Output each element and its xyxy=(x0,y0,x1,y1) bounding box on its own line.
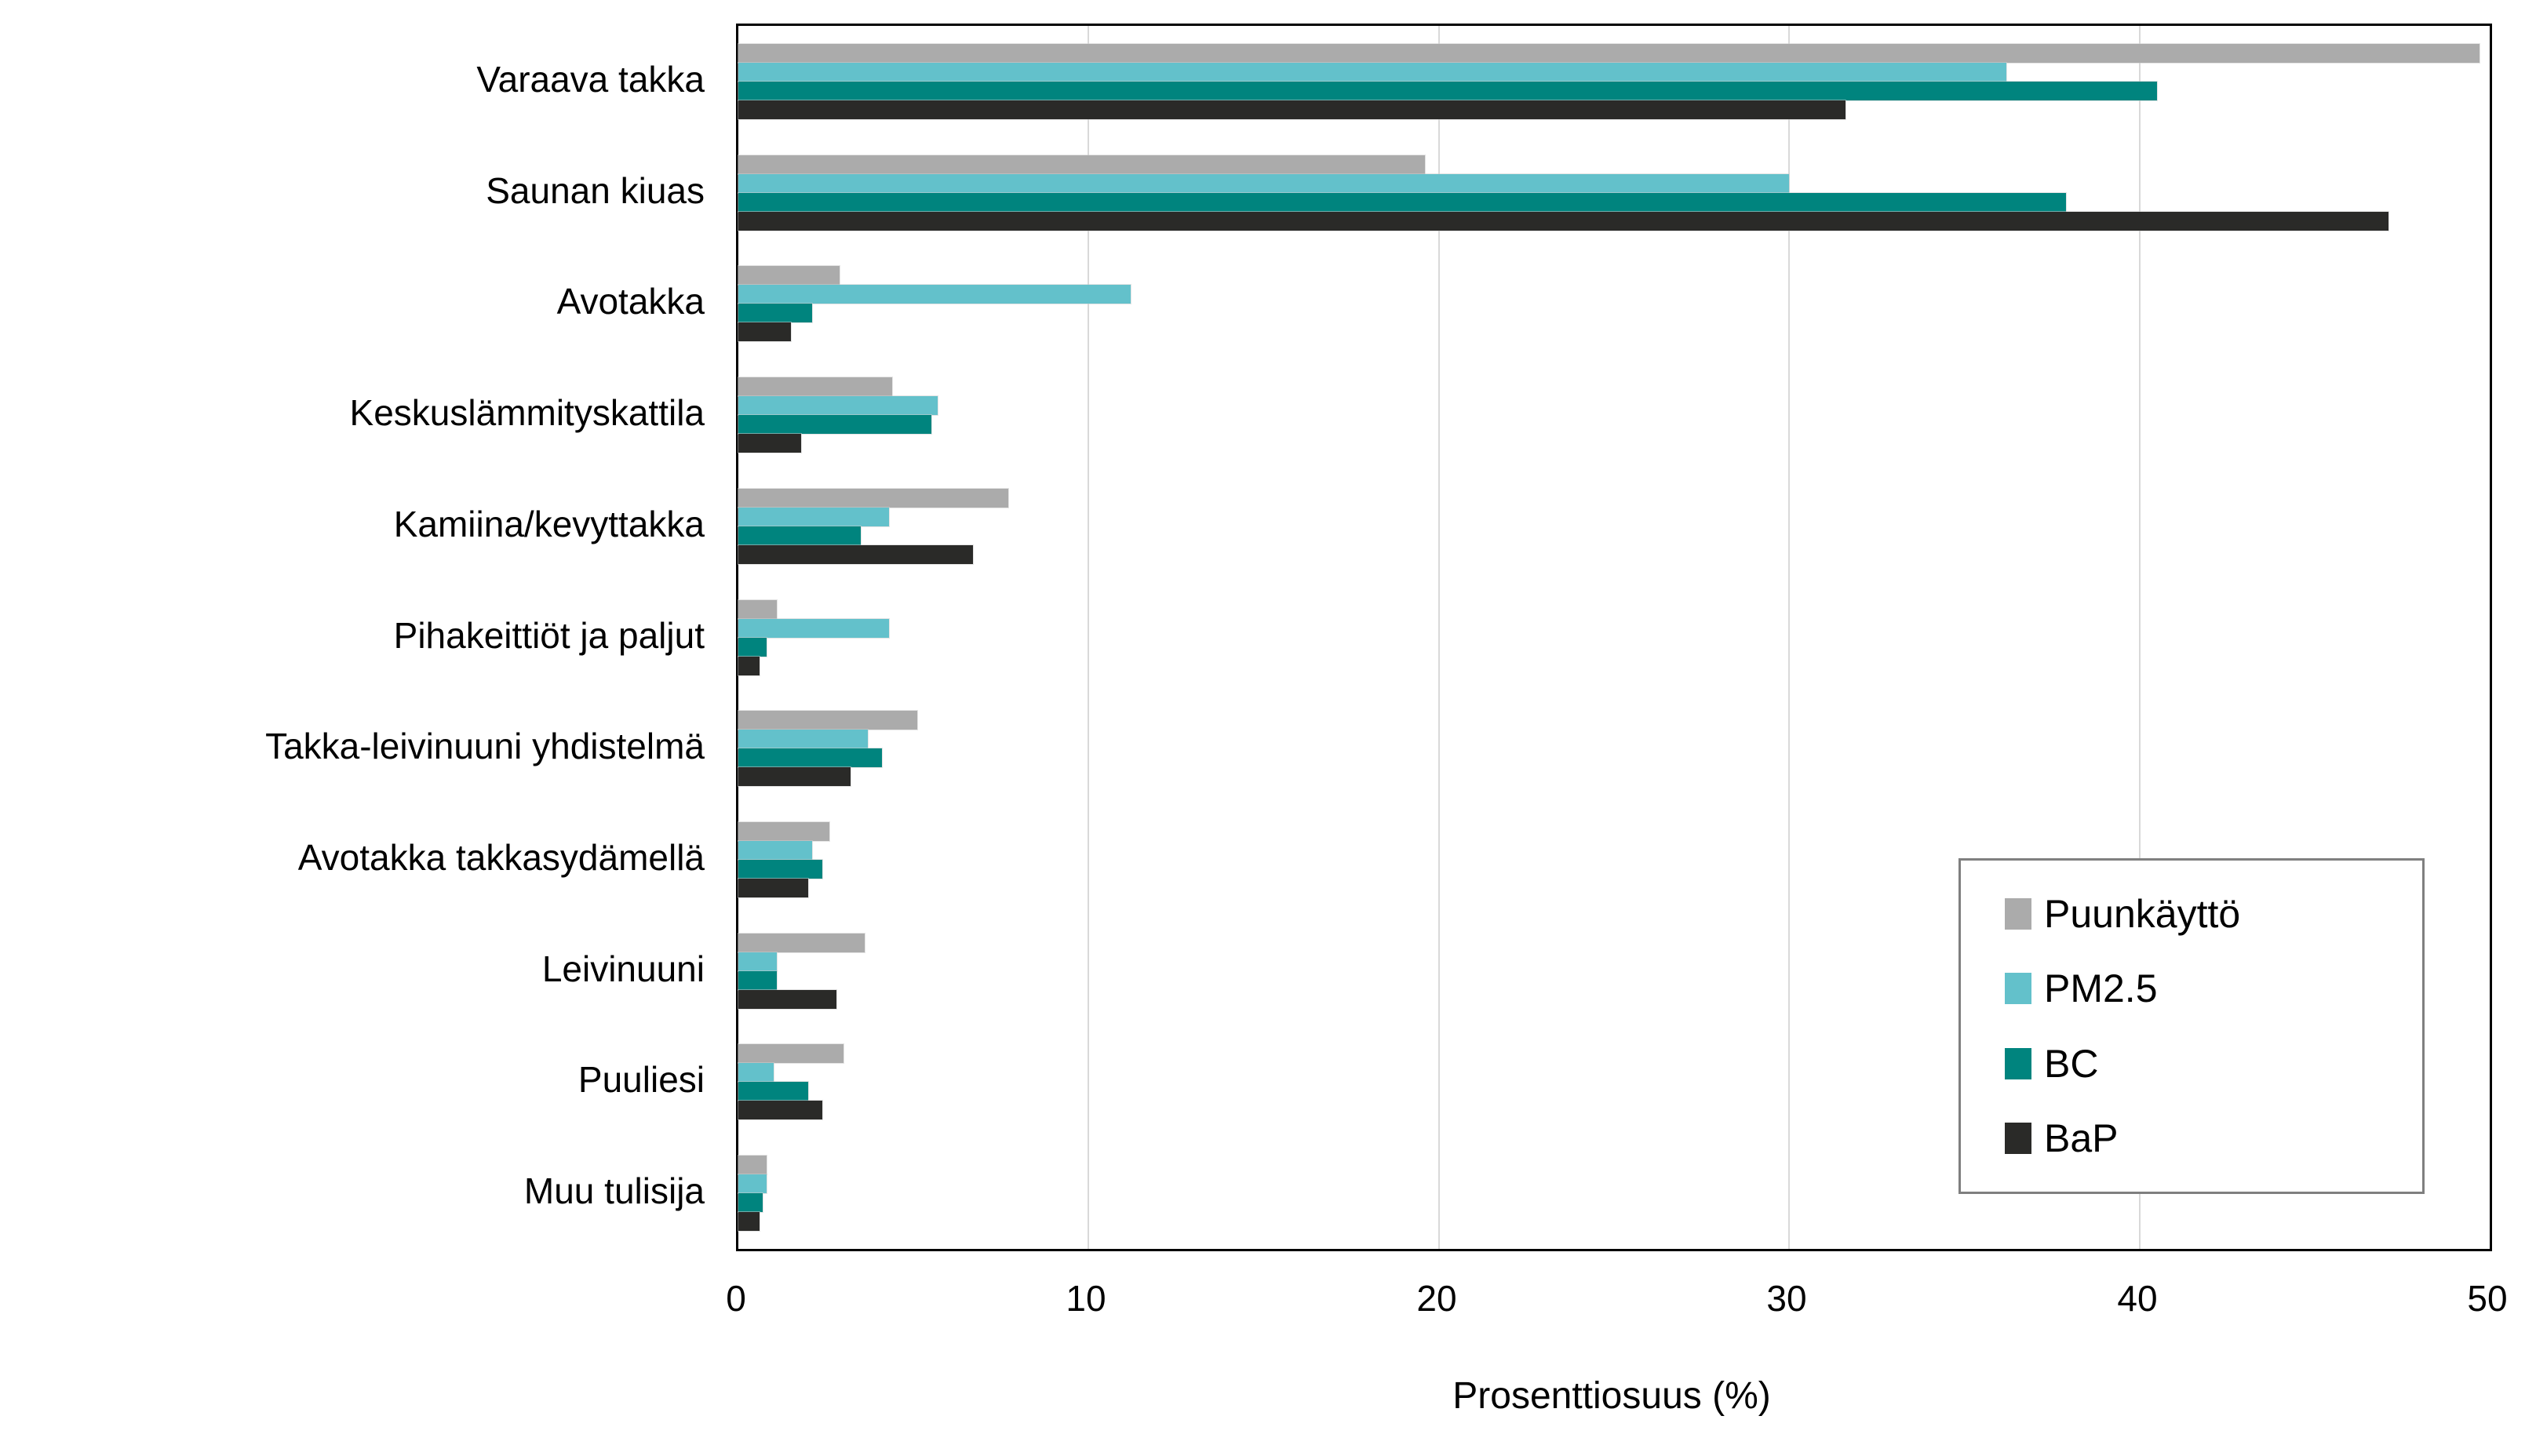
bar-PM2.5-Muu tulisija xyxy=(738,1174,767,1193)
bar-BaP-Takka-leivinuuni yhdistelmä xyxy=(738,767,851,786)
bar-BC-Puuliesi xyxy=(738,1082,808,1101)
bar-BC-Saunan kiuas xyxy=(738,193,2066,212)
bar-Puunkäyttö-Avotakka xyxy=(738,266,840,285)
bar-BaP-Saunan kiuas xyxy=(738,212,2388,231)
x-tick-label-50: 50 xyxy=(2467,1278,2508,1319)
legend-label: PM2.5 xyxy=(2044,966,2158,1011)
plot-area xyxy=(736,24,2492,1251)
bar-PM2.5-Leivinuuni xyxy=(738,952,777,971)
x-tick-label-30: 30 xyxy=(1766,1278,1807,1319)
gridline-x-10 xyxy=(1088,26,1089,1249)
bar-Puunkäyttö-Keskuslämmityskattila xyxy=(738,377,892,396)
gridline-x-20 xyxy=(1438,26,1440,1249)
x-tick-label-10: 10 xyxy=(1066,1278,1106,1319)
bar-PM2.5-Avotakka takkasydämellä xyxy=(738,841,812,860)
gridline-x-40 xyxy=(2139,26,2141,1249)
bar-Puunkäyttö-Puuliesi xyxy=(738,1044,844,1063)
bar-Puunkäyttö-Avotakka takkasydämellä xyxy=(738,822,829,841)
bar-BC-Avotakka takkasydämellä xyxy=(738,860,822,879)
bar-BaP-Avotakka takkasydämellä xyxy=(738,879,808,897)
bar-BC-Keskuslämmityskattila xyxy=(738,415,931,434)
bar-BC-Varaava takka xyxy=(738,82,2157,100)
x-tick-label-40: 40 xyxy=(2117,1278,2158,1319)
bar-PM2.5-Pihakeittiöt ja paljut xyxy=(738,619,889,638)
bar-BaP-Keskuslämmityskattila xyxy=(738,434,801,453)
bar-BC-Pihakeittiöt ja paljut xyxy=(738,638,767,657)
bar-PM2.5-Saunan kiuas xyxy=(738,174,1789,193)
bar-PM2.5-Keskuslämmityskattila xyxy=(738,396,938,415)
bar-PM2.5-Puuliesi xyxy=(738,1063,774,1082)
legend-label: Puunkäyttö xyxy=(2044,891,2241,936)
bar-Puunkäyttö-Pihakeittiöt ja paljut xyxy=(738,600,777,619)
bar-BaP-Kamiina/kevyttakka xyxy=(738,545,973,564)
bar-Puunkäyttö-Saunan kiuas xyxy=(738,155,1425,174)
legend-item-BaP: BaP xyxy=(2005,1116,2422,1160)
bar-PM2.5-Varaava takka xyxy=(738,63,2006,82)
gridline-x-30 xyxy=(1788,26,1790,1249)
legend-item-PM2.5: PM2.5 xyxy=(2005,966,2422,1010)
bar-Puunkäyttö-Varaava takka xyxy=(738,44,2480,63)
x-tick-label-0: 0 xyxy=(726,1278,746,1319)
bar-BaP-Puuliesi xyxy=(738,1101,822,1119)
category-label: Muu tulisija xyxy=(523,1170,705,1211)
x-axis-title: Prosenttiosuus (%) xyxy=(1452,1375,1771,1417)
legend-item-Puunkäyttö: Puunkäyttö xyxy=(2005,892,2422,936)
category-label: Avotakka takkasydämellä xyxy=(297,837,705,878)
bar-BaP-Varaava takka xyxy=(738,100,1846,119)
bar-PM2.5-Avotakka xyxy=(738,285,1131,304)
legend-swatch-icon xyxy=(2005,897,2031,930)
bar-Puunkäyttö-Takka-leivinuuni yhdistelmä xyxy=(738,711,917,730)
bar-BaP-Avotakka xyxy=(738,322,791,341)
legend-swatch-icon xyxy=(2005,973,2031,1005)
bar-PM2.5-Kamiina/kevyttakka xyxy=(738,508,889,526)
category-label: Varaava takka xyxy=(476,59,705,100)
legend-swatch-icon xyxy=(2005,1047,2031,1079)
category-label: Keskuslämmityskattila xyxy=(349,392,705,433)
bar-BC-Leivinuuni xyxy=(738,971,777,990)
category-label: Saunan kiuas xyxy=(486,170,705,211)
category-label: Puuliesi xyxy=(578,1059,705,1100)
bar-BC-Kamiina/kevyttakka xyxy=(738,526,861,545)
bar-BaP-Leivinuuni xyxy=(738,990,836,1009)
legend-item-BC: BC xyxy=(2005,1042,2422,1086)
bar-BC-Takka-leivinuuni yhdistelmä xyxy=(738,748,882,767)
bar-Puunkäyttö-Leivinuuni xyxy=(738,934,865,952)
bar-BaP-Muu tulisija xyxy=(738,1212,760,1231)
bar-BC-Avotakka xyxy=(738,304,812,322)
bar-PM2.5-Takka-leivinuuni yhdistelmä xyxy=(738,730,868,748)
category-label: Pihakeittiöt ja paljut xyxy=(393,615,705,656)
category-label: Kamiina/kevyttakka xyxy=(393,504,705,544)
x-tick-label-20: 20 xyxy=(1416,1278,1457,1319)
bar-BaP-Pihakeittiöt ja paljut xyxy=(738,657,760,675)
bar-Puunkäyttö-Muu tulisija xyxy=(738,1156,767,1174)
bar-BC-Muu tulisija xyxy=(738,1193,763,1212)
category-label: Leivinuuni xyxy=(541,948,705,989)
legend: Puunkäyttö PM2.5 BC BaP xyxy=(1958,858,2425,1194)
category-label: Takka-leivinuuni yhdistelmä xyxy=(265,726,705,766)
legend-label: BC xyxy=(2044,1041,2099,1086)
bar-Puunkäyttö-Kamiina/kevyttakka xyxy=(738,489,1008,508)
legend-label: BaP xyxy=(2044,1116,2119,1161)
category-label: Avotakka xyxy=(556,281,705,322)
legend-swatch-icon xyxy=(2005,1123,2031,1155)
